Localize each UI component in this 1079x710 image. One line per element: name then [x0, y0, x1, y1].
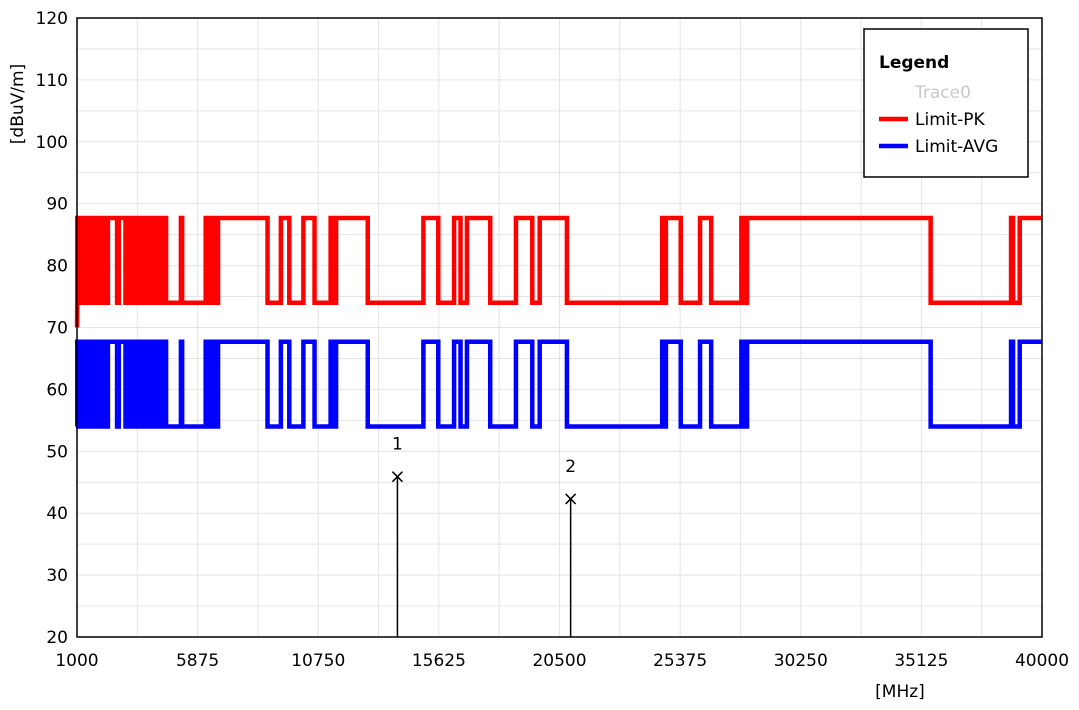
y-tick-label: 30 [46, 566, 68, 586]
series-limit-avg-line [75, 339, 1042, 429]
y-tick-label: 20 [46, 628, 68, 648]
y-tick-label: 70 [46, 319, 68, 339]
y-tick-label: 110 [36, 71, 68, 91]
y-tick-label: 80 [46, 257, 68, 277]
marker-layer: 12 [391, 435, 577, 637]
y-tick-label: 100 [36, 133, 68, 153]
series-limit-pk-line [74, 215, 1042, 328]
marker-1-point [391, 471, 403, 483]
x-tick-label: 1000 [55, 651, 98, 671]
marker-2-point [565, 493, 577, 505]
legend-title: Legend [879, 53, 949, 73]
legend-entries: Trace0 Limit-PK Limit-AVG [879, 83, 998, 157]
y-tick-label: 40 [46, 504, 68, 524]
legend-box [863, 28, 1029, 178]
y-tick-label: 90 [46, 195, 68, 215]
legend: Legend Trace0 Limit-PK Limit-AVG [863, 28, 1029, 178]
legend-label-trace0: Trace0 [914, 83, 971, 103]
plot-frame [76, 17, 1043, 638]
x-tick-label: 5875 [176, 651, 219, 671]
legend-label-limit-pk: Limit-PK [915, 110, 986, 130]
series-layer [74, 215, 1042, 429]
x-tick-label: 40000 [1015, 651, 1069, 671]
x-tick-label: 10750 [291, 651, 345, 671]
marker-2-label: 2 [565, 457, 576, 477]
y-axis-label: [dBuV/m] [8, 64, 28, 144]
marker-1-label: 1 [392, 435, 403, 455]
y-tick-label: 50 [46, 442, 68, 462]
x-tick-label: 15625 [412, 651, 466, 671]
x-tick-label: 30250 [774, 651, 828, 671]
x-tick-label: 35125 [894, 651, 948, 671]
y-tick-label: 60 [46, 380, 68, 400]
x-tick-label: 25375 [653, 651, 707, 671]
x-axis-label: [MHz] [875, 682, 925, 702]
legend-label-limit-avg: Limit-AVG [915, 137, 998, 157]
tick-labels: 1000 5875 10750 15625 20500 25375 30250 35125 40… [36, 9, 1070, 671]
y-tick-label: 120 [36, 9, 68, 29]
x-tick-label: 20500 [532, 651, 586, 671]
